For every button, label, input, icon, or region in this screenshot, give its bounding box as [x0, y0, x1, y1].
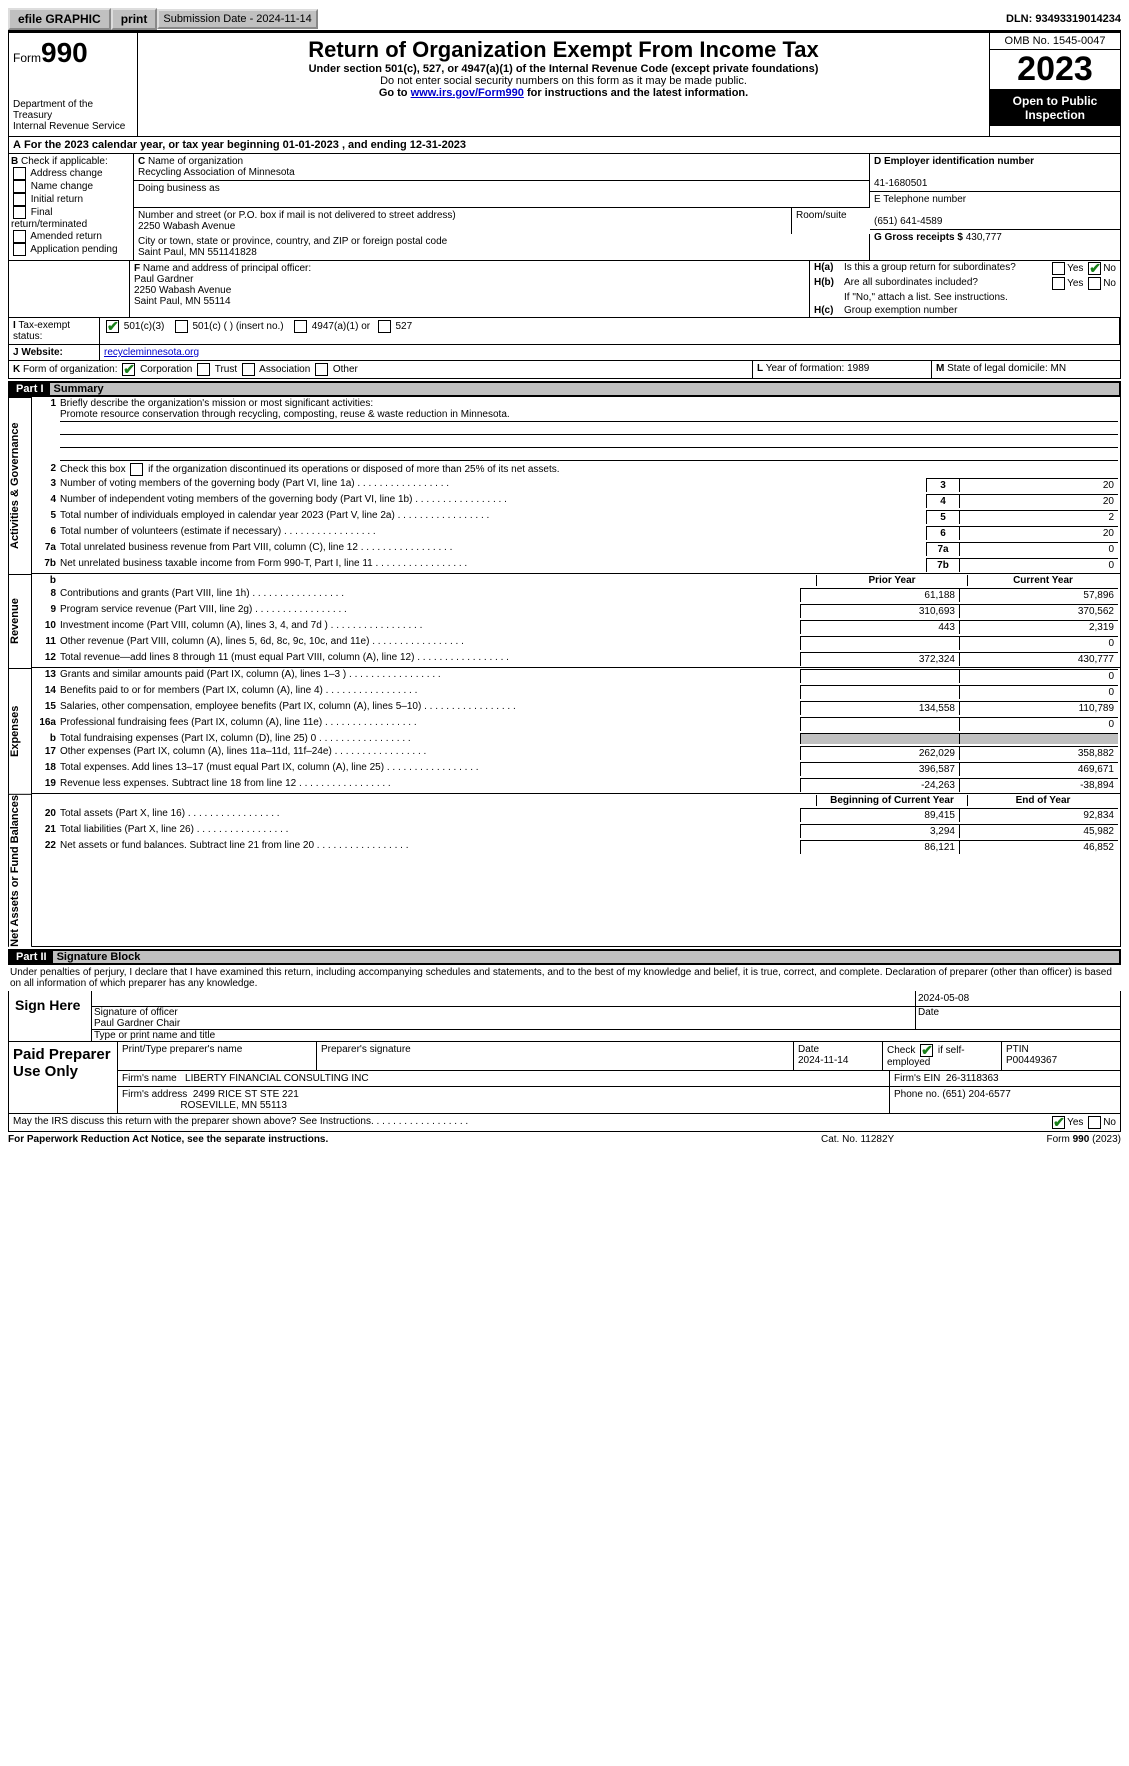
- fgh-row: F Name and address of principal officer:…: [8, 261, 1121, 318]
- gross-receipts: 430,777: [966, 232, 1002, 243]
- net-label: Net Assets or Fund Balances: [8, 794, 32, 947]
- form-subtitle: Under section 501(c), 527, or 4947(a)(1)…: [144, 63, 983, 75]
- gov-label: Activities & Governance: [8, 397, 32, 574]
- ha-yes[interactable]: [1052, 262, 1065, 275]
- org-address: 2250 Wabash Avenue: [138, 221, 235, 232]
- perjury-decl: Under penalties of perjury, I declare th…: [8, 965, 1121, 991]
- chk-527[interactable]: [378, 320, 391, 333]
- header-bar: efile GRAPHIC print Submission Date - 20…: [8, 8, 1121, 32]
- chk-amended[interactable]: [13, 230, 26, 243]
- dln: DLN: 93493319014234: [1006, 13, 1121, 25]
- exp-label: Expenses: [8, 668, 32, 794]
- line-5: 5Total number of individuals employed in…: [32, 509, 1120, 525]
- section-deg: D Employer identification number41-16805…: [870, 154, 1120, 260]
- klm-row: K Form of organization: Corporation Trus…: [8, 361, 1121, 379]
- page-footer: For Paperwork Reduction Act Notice, see …: [8, 1132, 1121, 1145]
- rev-label: Revenue: [8, 574, 32, 668]
- exp-section: Expenses 13Grants and similar amounts pa…: [8, 668, 1121, 794]
- irs: Internal Revenue Service: [13, 121, 133, 132]
- chk-other[interactable]: [315, 363, 328, 376]
- phone: (651) 641-4589: [874, 216, 942, 227]
- line-18: 18Total expenses. Add lines 13–17 (must …: [32, 761, 1120, 777]
- section-c: C Name of organizationRecycling Associat…: [134, 154, 870, 260]
- section-f: F Name and address of principal officer:…: [130, 261, 810, 317]
- efile-graphic-button[interactable]: efile GRAPHIC: [8, 8, 111, 30]
- org-city: Saint Paul, MN 551141828: [138, 247, 257, 258]
- tax-year: 2023: [990, 50, 1120, 90]
- chk-corp[interactable]: [122, 363, 135, 376]
- entity-block: B Check if applicable: Address change Na…: [8, 154, 1121, 261]
- part2-header: Part IISignature Block: [8, 949, 1121, 965]
- line-6: 6Total number of volunteers (estimate if…: [32, 525, 1120, 541]
- line-7a: 7aTotal unrelated business revenue from …: [32, 541, 1120, 557]
- omb-number: OMB No. 1545-0047: [990, 33, 1120, 50]
- open-inspection: Open to Public Inspection: [990, 90, 1120, 126]
- net-section: Net Assets or Fund Balances Beginning of…: [8, 794, 1121, 947]
- line-22: 22Net assets or fund balances. Subtract …: [32, 839, 1120, 855]
- sign-here: Sign Here 2024-05-08 Signature of office…: [8, 991, 1121, 1042]
- line-20: 20Total assets (Part X, line 16)89,41592…: [32, 807, 1120, 823]
- line-7b: 7bNet unrelated business taxable income …: [32, 557, 1120, 573]
- j-row: J Website: recycleminnesota.org: [8, 345, 1121, 361]
- form-left: Form990 Department of the Treasury Inter…: [9, 33, 138, 136]
- chk-initial-return[interactable]: [13, 193, 26, 206]
- hb-no[interactable]: [1088, 277, 1101, 290]
- line-15: 15Salaries, other compensation, employee…: [32, 700, 1120, 716]
- form990-link[interactable]: www.irs.gov/Form990: [411, 87, 524, 99]
- chk-trust[interactable]: [197, 363, 210, 376]
- line-12: 12Total revenue—add lines 8 through 11 (…: [32, 651, 1120, 667]
- chk-name-change[interactable]: [13, 180, 26, 193]
- line-13: 13Grants and similar amounts paid (Part …: [32, 668, 1120, 684]
- part1-header: Part ISummary: [8, 381, 1121, 397]
- print-button[interactable]: print: [111, 8, 158, 30]
- dept-treasury: Department of the Treasury: [13, 99, 133, 121]
- org-name: Recycling Association of Minnesota: [138, 167, 295, 178]
- chk-501c[interactable]: [175, 320, 188, 333]
- line-16a: 16aProfessional fundraising fees (Part I…: [32, 716, 1120, 732]
- form-title: Return of Organization Exempt From Incom…: [144, 37, 983, 63]
- line-17: 17Other expenses (Part IX, column (A), l…: [32, 745, 1120, 761]
- line-4: 4Number of independent voting members of…: [32, 493, 1120, 509]
- line-21: 21Total liabilities (Part X, line 26)3,2…: [32, 823, 1120, 839]
- ij-row: I Tax-exempt status: 501(c)(3) 501(c) ( …: [8, 318, 1121, 345]
- discuss-row: May the IRS discuss this return with the…: [8, 1114, 1121, 1132]
- line-14: 14Benefits paid to or for members (Part …: [32, 684, 1120, 700]
- form-number: 990: [41, 37, 88, 68]
- chk-app-pending[interactable]: [13, 243, 26, 256]
- chk-final-return[interactable]: [13, 206, 26, 219]
- website-link[interactable]: recycleminnesota.org: [104, 347, 199, 358]
- form-right: OMB No. 1545-0047 2023 Open to Public In…: [990, 33, 1120, 136]
- ha-no[interactable]: [1088, 262, 1101, 275]
- submission-date: Submission Date - 2024-11-14: [157, 9, 317, 29]
- form-goto: Go to www.irs.gov/Form990 for instructio…: [144, 87, 983, 99]
- form-ssn-note: Do not enter social security numbers on …: [144, 75, 983, 87]
- discuss-no[interactable]: [1088, 1116, 1101, 1129]
- line-19: 19Revenue less expenses. Subtract line 1…: [32, 777, 1120, 793]
- paid-preparer: Paid Preparer Use Only Print/Type prepar…: [8, 1042, 1121, 1114]
- chk-assoc[interactable]: [242, 363, 255, 376]
- hb-yes[interactable]: [1052, 277, 1065, 290]
- chk-self-emp[interactable]: [920, 1044, 933, 1057]
- rev-section: Revenue bPrior YearCurrent Year 8Contrib…: [8, 574, 1121, 668]
- line-11: 11Other revenue (Part VIII, column (A), …: [32, 635, 1120, 651]
- chk-discontinued[interactable]: [130, 463, 143, 476]
- line-10: 10Investment income (Part VIII, column (…: [32, 619, 1120, 635]
- line-b: bTotal fundraising expenses (Part IX, co…: [32, 732, 1120, 745]
- gov-section: Activities & Governance 1Briefly describ…: [8, 397, 1121, 574]
- discuss-yes[interactable]: [1052, 1116, 1065, 1129]
- row-a: A For the 2023 calendar year, or tax yea…: [8, 137, 1121, 154]
- chk-501c3[interactable]: [106, 320, 119, 333]
- line-9: 9Program service revenue (Part VIII, lin…: [32, 603, 1120, 619]
- chk-address-change[interactable]: [13, 167, 26, 180]
- form-title-block: Return of Organization Exempt From Incom…: [138, 33, 990, 136]
- form-word: Form: [13, 51, 41, 65]
- section-b: B Check if applicable: Address change Na…: [9, 154, 134, 260]
- chk-4947[interactable]: [294, 320, 307, 333]
- line-8: 8Contributions and grants (Part VIII, li…: [32, 587, 1120, 603]
- line-3: 3Number of voting members of the governi…: [32, 477, 1120, 493]
- section-h: H(a)Is this a group return for subordina…: [810, 261, 1120, 317]
- ein: 41-1680501: [874, 178, 927, 189]
- form-header: Form990 Department of the Treasury Inter…: [8, 32, 1121, 137]
